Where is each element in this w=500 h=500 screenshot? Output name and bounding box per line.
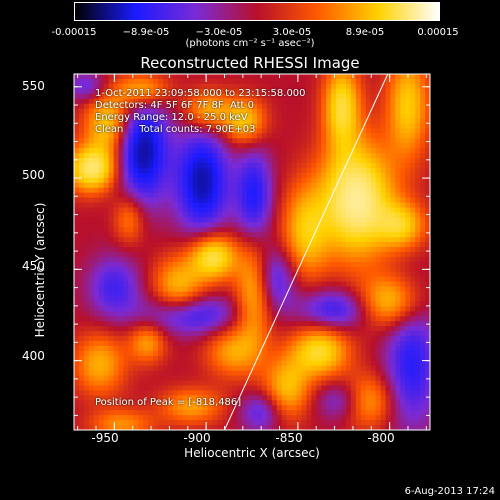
y-tick-label: 550 [22,79,45,93]
x-tick-label: -850 [275,431,303,445]
colorbar-unit-label: (photons cm⁻² s⁻¹ asec⁻²) [185,38,315,49]
y-tick-label: 450 [22,259,45,273]
colorbar-tick: 8.9e-05 [345,27,385,38]
detectors-annotation: Detectors: 4F 5F 6F 7F 8F Att 0 [95,100,255,111]
heatmap-image [74,74,430,430]
chart-title: Reconstructed RHESSI Image [140,54,360,72]
colorbar-tick: 3.0e-05 [272,27,312,38]
y-tick-label: 400 [22,349,45,363]
date-stamp: 6-Aug-2013 17:24 [404,486,495,497]
time-range-annotation: 1-Oct-2011 23:09:58.000 to 23:15:58.000 [95,88,306,99]
energy-range-annotation: Energy Range: 12.0 - 25.0 keV [95,112,248,123]
total-counts-annotation: Clean Total counts: 7.90E+03 [95,124,256,135]
colorbar-tick: −3.0e-05 [195,27,243,38]
x-axis-label: Heliocentric X (arcsec) [184,446,320,460]
plot-frame [73,73,431,431]
colorbar-tick: −8.9e-05 [122,27,170,38]
x-tick-label: -800 [367,431,395,445]
x-tick-label: -950 [91,431,119,445]
colorbar-tick: 0.00015 [417,27,459,38]
limb-line [224,74,389,430]
colorbar [74,2,440,21]
axis-ticks [74,74,430,430]
colorbar-tick: -0.00015 [51,27,97,38]
y-axis-label: Heliocentric Y (arcsec) [33,202,47,338]
x-tick-label: -900 [183,431,211,445]
peak-position-annotation: Position of Peak = [-818,486] [95,397,242,408]
y-tick-label: 500 [22,168,45,182]
